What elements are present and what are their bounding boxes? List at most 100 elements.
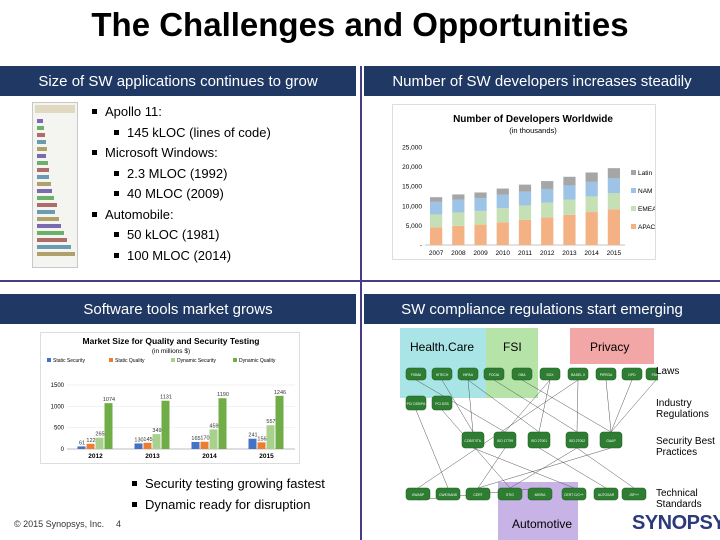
regulation-node-label: GAAP bbox=[606, 439, 616, 443]
bar-static-quality bbox=[86, 443, 95, 449]
legend-label: EMEA bbox=[638, 206, 655, 213]
bar-dynamic-security bbox=[266, 425, 275, 449]
data-label: 1246 bbox=[274, 390, 286, 396]
regulation-node-label: PIPEDA bbox=[600, 373, 613, 377]
thumbnail-bar bbox=[37, 252, 75, 256]
q1-bullet: 2.3 MLOC (1992) bbox=[92, 164, 271, 185]
q3-header: Software tools market grows bbox=[0, 294, 356, 324]
bar-latin bbox=[563, 176, 576, 186]
bar-static-quality bbox=[143, 442, 152, 449]
q1-bullet: 50 kLOC (1981) bbox=[92, 225, 271, 246]
q1-bullet-text: 2.3 MLOC (1992) bbox=[127, 165, 228, 181]
data-label: 265 bbox=[95, 432, 104, 438]
bar-nam bbox=[585, 181, 598, 197]
bar-latin bbox=[541, 181, 554, 189]
bar-emea bbox=[518, 205, 532, 220]
bar-emea bbox=[452, 212, 465, 226]
bar-latin bbox=[607, 168, 620, 179]
x-tick-label: 2012 bbox=[540, 250, 555, 257]
regulation-node-label: GBA bbox=[518, 373, 526, 377]
copyright-text: © 2015 Synopsys, Inc. bbox=[14, 519, 105, 529]
regulation-link-line bbox=[521, 379, 612, 433]
q1-bullet-text: Microsoft Windows: bbox=[105, 145, 218, 160]
bar-nam bbox=[452, 199, 465, 213]
q1-bullet: Apollo 11: bbox=[92, 102, 271, 123]
bullet-square-icon bbox=[92, 109, 97, 115]
data-label: 170 bbox=[200, 436, 209, 442]
regulation-node-label: SOX bbox=[546, 373, 554, 377]
bullet-square-icon bbox=[114, 170, 119, 176]
q1-bullet: 40 MLOC (2009) bbox=[92, 184, 271, 205]
bar-apac bbox=[585, 212, 598, 245]
automotive-label: Automotive bbox=[512, 517, 573, 531]
regulation-node bbox=[405, 395, 427, 411]
bar-dynamic-security bbox=[209, 429, 218, 449]
bar-latin bbox=[585, 172, 598, 182]
bullet-square-icon bbox=[92, 211, 97, 217]
q1-bullet-list: Apollo 11: 145 kLOC (lines of code) Micros… bbox=[92, 102, 271, 266]
x-tick-label: 2014 bbox=[584, 250, 599, 257]
regulation-node bbox=[431, 395, 453, 411]
thumbnail-bar bbox=[37, 245, 71, 249]
bar-apac bbox=[430, 227, 443, 245]
regulation-link-line bbox=[472, 447, 575, 489]
q2-header: Number of SW developers increases steadi… bbox=[364, 66, 720, 96]
x-tick-label: 2012 bbox=[88, 453, 103, 460]
regulation-node bbox=[493, 431, 517, 449]
regulation-node-label: DPD bbox=[628, 373, 636, 377]
regulation-node-label: BASEL II bbox=[571, 373, 585, 377]
bar-dynamic-quality bbox=[275, 395, 284, 449]
bar-nam bbox=[496, 194, 509, 209]
regulation-node bbox=[621, 367, 643, 381]
bullet-square-icon bbox=[114, 129, 119, 135]
bullet-square-icon bbox=[114, 252, 119, 258]
x-tick-label: 2009 bbox=[473, 250, 488, 257]
x-tick-label: 2013 bbox=[145, 453, 160, 460]
bar-emea bbox=[541, 202, 554, 218]
regulation-node-label: OWASP bbox=[412, 493, 425, 497]
row-label-industry: Industry Regulations bbox=[656, 398, 709, 420]
bar-apac bbox=[452, 225, 465, 245]
bar-nam bbox=[474, 197, 487, 211]
chart-subtitle: (in thousands) bbox=[509, 126, 557, 135]
thumbnail-bar bbox=[37, 210, 55, 214]
bar-nam bbox=[518, 191, 532, 206]
data-label: 61 bbox=[79, 440, 85, 446]
bar-latin bbox=[496, 188, 509, 195]
x-tick-label: 2007 bbox=[429, 250, 444, 257]
bar-dynamic-security bbox=[95, 437, 104, 449]
regulation-node bbox=[461, 431, 485, 449]
thumbnail-bar bbox=[37, 140, 46, 144]
privacy-label: Privacy bbox=[590, 340, 630, 354]
bullet-square-icon bbox=[114, 232, 119, 238]
regulation-link-line bbox=[610, 379, 657, 433]
regulation-node bbox=[621, 487, 647, 501]
legend-label: Dynamic Quality bbox=[239, 358, 276, 364]
regulation-node bbox=[435, 487, 461, 501]
regulation-node bbox=[539, 367, 561, 381]
regulation-link-line bbox=[610, 379, 633, 433]
bar-apac bbox=[474, 224, 487, 245]
regulation-link-line bbox=[538, 379, 551, 433]
q1-bullet-text: 40 MLOC (2009) bbox=[127, 186, 224, 201]
chart-title: Number of Developers Worldwide bbox=[453, 114, 613, 125]
synopsys-logo: SYNOPSYS bbox=[632, 512, 720, 534]
thumbnail-bar bbox=[37, 196, 54, 200]
data-label: 145 bbox=[143, 437, 152, 443]
q1-bullet: Automobile: bbox=[92, 205, 271, 226]
data-label: 459 bbox=[209, 423, 218, 429]
bar-emea bbox=[496, 208, 509, 223]
healthcare-label: Health.Care bbox=[410, 340, 475, 354]
regulation-node bbox=[645, 367, 658, 381]
bullet-square-icon bbox=[114, 191, 119, 197]
regulation-node-label: FDPA bbox=[652, 373, 658, 377]
developers-chart-svg: Number of Developers Worldwide(in thousa… bbox=[402, 114, 657, 257]
regulation-node-label: PCI DSS bbox=[435, 402, 449, 406]
x-tick-label: 2011 bbox=[518, 250, 532, 257]
bar-dynamic-quality bbox=[218, 398, 227, 449]
y-tick-label: - bbox=[420, 243, 422, 250]
q1-bullet-text: 100 MLOC (2014) bbox=[127, 247, 232, 263]
regulation-node-label: ISO 27002 bbox=[569, 439, 585, 443]
regulation-node-label: CERT bbox=[473, 493, 482, 497]
legend-label: Latin bbox=[638, 170, 652, 177]
